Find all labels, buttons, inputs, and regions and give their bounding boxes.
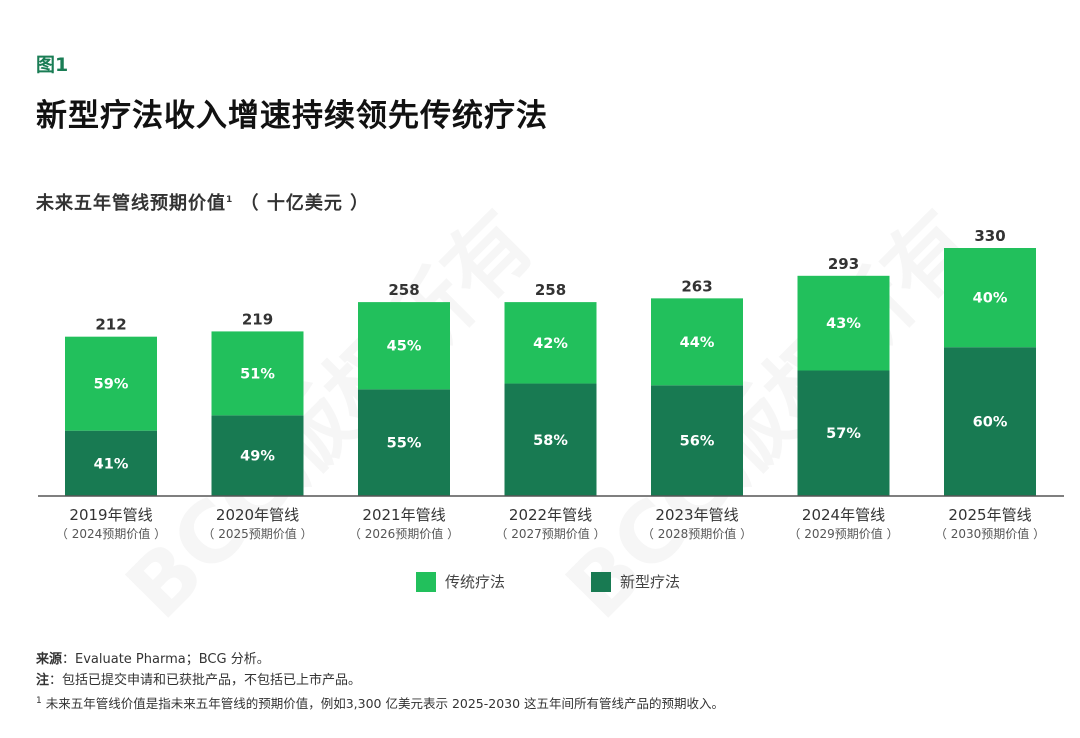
data-label-traditional: 42% xyxy=(533,336,568,352)
chart-subtitle-footnote-mark: 1 xyxy=(226,195,234,205)
legend-label-traditional: 传统疗法 xyxy=(445,573,506,591)
chart-subtitle-unit: （ 十亿美元 ） xyxy=(240,193,370,214)
x-tick-sublabel: （ 2025预期价值 ） xyxy=(202,526,312,541)
bar-traditional xyxy=(65,336,157,431)
chart-subtitle-text: 未来五年管线预期价值 xyxy=(36,193,226,214)
x-tick-label: 2023年管线 xyxy=(655,506,738,524)
data-label-novel: 55% xyxy=(387,436,422,452)
bar-traditional xyxy=(504,302,597,384)
data-label-traditional: 51% xyxy=(240,366,275,382)
legend-swatch-novel xyxy=(591,571,612,592)
data-label-total: 293 xyxy=(828,255,859,273)
data-label-traditional: 44% xyxy=(680,335,715,351)
data-label-total: 219 xyxy=(242,310,273,328)
data-label-novel: 49% xyxy=(240,449,275,465)
bar-novel xyxy=(651,385,743,496)
x-tick-sublabel: （ 2024预期价值 ） xyxy=(56,526,166,541)
bar-novel xyxy=(211,415,304,496)
notes: 来源：Evaluate Pharma；BCG 分析。 注：包括已提交申请和已获批… xyxy=(36,649,724,714)
chart-subtitle: 未来五年管线预期价值1 （ 十亿美元 ） xyxy=(36,189,369,215)
bar-novel xyxy=(65,430,157,496)
x-tick-label: 2019年管线 xyxy=(69,506,152,524)
bar-novel xyxy=(797,370,890,496)
x-tick-sublabel: （ 2029预期价值 ） xyxy=(788,526,898,541)
source-text: ：Evaluate Pharma；BCG 分析。 xyxy=(62,652,270,667)
bar-novel xyxy=(358,389,450,496)
page-title: 新型疗法收入增速持续领先传统疗法 xyxy=(36,98,548,134)
note-text: ：包括已提交申请和已获批产品，不包括已上市产品。 xyxy=(49,673,362,688)
data-label-total: 330 xyxy=(974,227,1005,245)
footnote-mark: 1 xyxy=(36,696,42,706)
figure-label: 图1 xyxy=(36,54,69,76)
data-label-total: 263 xyxy=(681,277,712,295)
data-label-total: 212 xyxy=(95,316,126,334)
x-tick-label: 2025年管线 xyxy=(948,506,1031,524)
footnote-line: 1 未来五年管线价值是指未来五年管线的预期价值，例如3,300 亿美元表示 20… xyxy=(36,691,724,714)
legend-item-novel: 新型疗法 xyxy=(591,571,680,592)
x-tick-sublabel: （ 2026预期价值 ） xyxy=(349,526,459,541)
bar-traditional xyxy=(944,248,1036,348)
data-label-novel: 41% xyxy=(94,456,129,472)
data-label-novel: 56% xyxy=(680,434,715,450)
data-label-novel: 57% xyxy=(826,426,861,442)
data-label-traditional: 45% xyxy=(387,339,422,355)
bar-traditional xyxy=(651,298,743,386)
x-tick-sublabel: （ 2027预期价值 ） xyxy=(495,526,605,541)
bar-traditional xyxy=(211,331,304,416)
note-label: 注 xyxy=(36,673,50,688)
data-label-novel: 58% xyxy=(533,433,568,449)
note-line: 注：包括已提交申请和已获批产品，不包括已上市产品。 xyxy=(36,670,724,691)
data-label-traditional: 59% xyxy=(94,377,129,393)
bar-traditional xyxy=(358,302,450,390)
legend: 传统疗法 新型疗法 xyxy=(416,571,766,592)
bar-novel xyxy=(944,347,1036,496)
stacked-bar-chart: 41% 59% 212 2019年管线 （ 2024预期价值 ） 49% 51% 219 202… xyxy=(38,227,1064,541)
x-tick-sublabel: （ 2030预期价值 ） xyxy=(935,526,1045,541)
data-label-traditional: 40% xyxy=(973,291,1008,307)
x-tick-sublabel: （ 2028预期价值 ） xyxy=(642,526,752,541)
bar-novel xyxy=(504,383,597,496)
data-label-total: 258 xyxy=(535,281,566,299)
x-tick-label: 2021年管线 xyxy=(362,506,445,524)
data-label-traditional: 43% xyxy=(826,316,861,332)
x-tick-label: 2024年管线 xyxy=(802,506,885,524)
x-tick-label: 2020年管线 xyxy=(216,506,299,524)
legend-label-novel: 新型疗法 xyxy=(620,573,681,591)
legend-item-traditional: 传统疗法 xyxy=(416,571,505,592)
x-tick-label: 2022年管线 xyxy=(509,506,592,524)
source-line: 来源：Evaluate Pharma；BCG 分析。 xyxy=(36,649,724,670)
data-label-novel: 60% xyxy=(973,415,1008,431)
source-label: 来源 xyxy=(36,652,63,667)
data-label-total: 258 xyxy=(388,281,419,299)
footnote-text: 未来五年管线价值是指未来五年管线的预期价值，例如3,300 亿美元表示 2025… xyxy=(41,696,725,712)
bar-traditional xyxy=(797,275,890,371)
legend-swatch-traditional xyxy=(416,571,436,592)
